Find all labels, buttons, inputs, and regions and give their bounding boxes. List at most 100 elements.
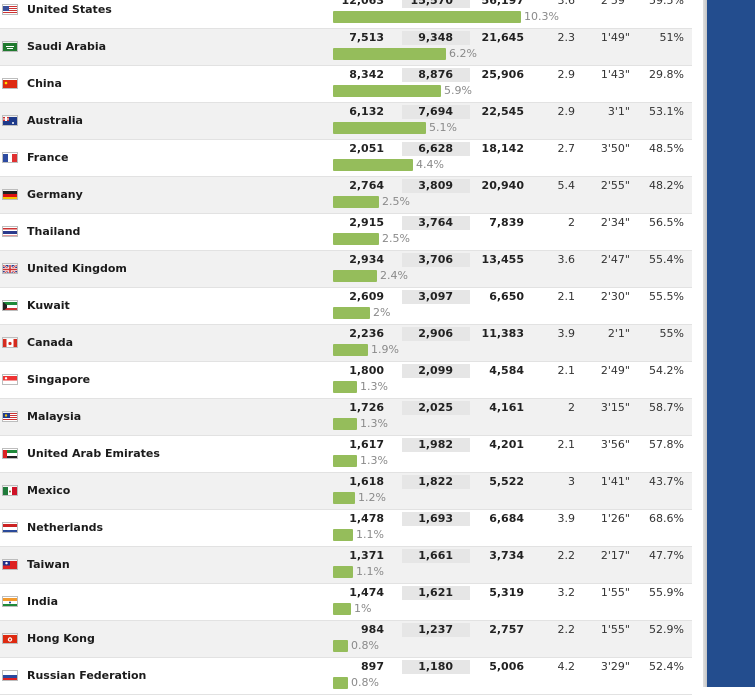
- cell-c2: 15,570: [410, 0, 453, 7]
- cell-c6: 48.2%: [649, 179, 684, 192]
- cell-c6: 51%: [659, 31, 684, 44]
- table-row: United Kingdom 2,934 3,706 13,455 3.6 2'47" 55…: [0, 251, 692, 288]
- cell-c2: 6,628: [418, 142, 453, 155]
- share-percent: 0.8%: [351, 676, 379, 689]
- flag-in-icon: [2, 596, 18, 607]
- share-bar: [333, 11, 521, 23]
- flag-cn-icon: [2, 78, 18, 89]
- cell-c5: 2'1": [607, 327, 630, 340]
- share-percent: 5.1%: [429, 121, 457, 134]
- cell-c5: 3'29": [600, 660, 630, 673]
- flag-au-icon: [2, 115, 18, 126]
- cell-c1: 984: [361, 623, 384, 636]
- cell-c2: 1,822: [418, 475, 453, 488]
- country-link[interactable]: India: [27, 595, 58, 608]
- country-link[interactable]: Malaysia: [27, 410, 82, 423]
- country-link[interactable]: Singapore: [27, 373, 91, 386]
- cell-c2: 1,661: [418, 549, 453, 562]
- cell-c1: 2,915: [349, 216, 384, 229]
- country-link[interactable]: Canada: [27, 336, 74, 349]
- country-link[interactable]: Taiwan: [27, 558, 70, 571]
- cell-c2: 7,694: [418, 105, 453, 118]
- share-percent: 1%: [354, 602, 372, 615]
- cell-c6: 55.5%: [649, 290, 684, 303]
- cell-c5: 2'34": [600, 216, 630, 229]
- table-row: Kuwait 2,609 3,097 6,650 2.1 2'30" 55.5% 2%: [0, 288, 692, 325]
- cell-c4: 2.1: [557, 364, 576, 377]
- share-percent: 1.3%: [360, 380, 388, 393]
- cell-c2: 1,180: [418, 660, 453, 673]
- country-link[interactable]: Kuwait: [27, 299, 70, 312]
- country-link[interactable]: United Arab Emirates: [27, 447, 160, 460]
- flag-de-icon: [2, 189, 18, 200]
- cell-highlight: [402, 512, 470, 526]
- share-bar: [333, 492, 355, 504]
- share-percent: 10.3%: [524, 10, 559, 23]
- cell-c6: 54.2%: [649, 364, 684, 377]
- country-link[interactable]: Germany: [27, 188, 83, 201]
- cell-c6: 52.9%: [649, 623, 684, 636]
- share-bar: [333, 603, 351, 615]
- table-row: Canada 2,236 2,906 11,383 3.9 2'1" 55% 1.9%: [0, 325, 692, 362]
- cell-highlight: [402, 253, 470, 267]
- cell-c6: 68.6%: [649, 512, 684, 525]
- country-link[interactable]: Russian Federation: [27, 669, 147, 682]
- country-link[interactable]: Netherlands: [27, 521, 104, 534]
- share-bar: [333, 233, 379, 245]
- share-percent: 1.9%: [371, 343, 399, 356]
- flag-us-icon: [2, 4, 18, 15]
- cell-c4: 3: [568, 475, 575, 488]
- table-row: Mexico 1,618 1,822 5,522 3 1'41" 43.7% 1.2%: [0, 473, 692, 510]
- country-link[interactable]: United States: [27, 3, 112, 16]
- cell-c5: 2'49": [600, 364, 630, 377]
- country-link[interactable]: China: [27, 77, 62, 90]
- cell-c3: 11,383: [481, 327, 524, 340]
- share-bar: [333, 529, 353, 541]
- table-row: Taiwan 1,371 1,661 3,734 2.2 2'17" 47.7% 1.1%: [0, 547, 692, 584]
- share-percent: 1.1%: [356, 565, 384, 578]
- country-link[interactable]: Australia: [27, 114, 83, 127]
- cell-c6: 43.7%: [649, 475, 684, 488]
- table-row: France 2,051 6,628 18,142 2.7 3'50" 48.5% 4.4%: [0, 140, 692, 177]
- country-link[interactable]: Mexico: [27, 484, 71, 497]
- cell-c5: 1'55": [600, 586, 630, 599]
- cell-c4: 3.9: [557, 512, 576, 525]
- cell-c4: 2.9: [557, 68, 576, 81]
- cell-c3: 5,006: [489, 660, 524, 673]
- flag-mx-icon: [2, 485, 18, 496]
- share-percent: 1.1%: [356, 528, 384, 541]
- cell-c4: 2.3: [557, 31, 576, 44]
- cell-c3: 22,545: [481, 105, 524, 118]
- flag-gb-icon: [2, 263, 18, 274]
- country-link[interactable]: Thailand: [27, 225, 81, 238]
- country-link[interactable]: United Kingdom: [27, 262, 127, 275]
- flag-nl-icon: [2, 522, 18, 533]
- cell-c3: 4,201: [489, 438, 524, 451]
- cell-c1: 6,132: [349, 105, 384, 118]
- table-row: Malaysia 1,726 2,025 4,161 2 3'15" 58.7% 1.3%: [0, 399, 692, 436]
- cell-c1: 8,342: [349, 68, 384, 81]
- cell-c5: 2'17": [600, 549, 630, 562]
- cell-c2: 1,621: [418, 586, 453, 599]
- sidebar-shadow: [703, 0, 707, 687]
- cell-c2: 1,693: [418, 512, 453, 525]
- cell-c4: 2.7: [557, 142, 576, 155]
- country-link[interactable]: Saudi Arabia: [27, 40, 107, 53]
- cell-c3: 13,455: [481, 253, 524, 266]
- cell-c2: 9,348: [418, 31, 453, 44]
- cell-c1: 1,474: [349, 586, 384, 599]
- share-bar: [333, 566, 353, 578]
- cell-highlight: [402, 68, 470, 82]
- cell-c6: 48.5%: [649, 142, 684, 155]
- cell-c4: 4.2: [557, 660, 576, 673]
- country-link[interactable]: France: [27, 151, 69, 164]
- table-row: Germany 2,764 3,809 20,940 5.4 2'55" 48.2% 2.5%: [0, 177, 692, 214]
- cell-c3: 6,650: [489, 290, 524, 303]
- country-link[interactable]: Hong Kong: [27, 632, 95, 645]
- share-bar: [333, 307, 370, 319]
- cell-c2: 2,906: [418, 327, 453, 340]
- cell-c6: 59.5%: [649, 0, 684, 7]
- cell-c2: 3,764: [418, 216, 453, 229]
- cell-c5: 3'1": [607, 105, 630, 118]
- table-row: Thailand 2,915 3,764 7,839 2 2'34" 56.5% 2.5%: [0, 214, 692, 251]
